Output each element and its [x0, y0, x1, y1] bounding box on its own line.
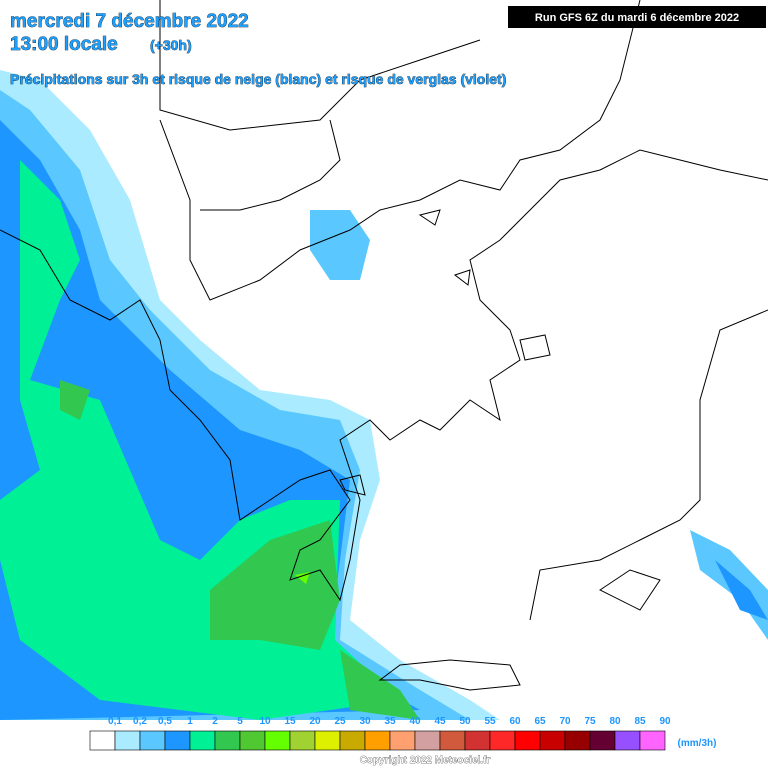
legend-label: 15	[284, 716, 296, 727]
legend-swatch	[464, 730, 491, 751]
legend-swatch	[264, 730, 291, 751]
legend-swatch	[114, 730, 141, 751]
legend-label: 40	[409, 716, 421, 727]
legend-label: 20	[309, 716, 321, 727]
legend-label: 55	[484, 716, 496, 727]
legend-label: 0,1	[108, 716, 122, 727]
legend-label: 45	[434, 716, 446, 727]
legend-swatch	[439, 730, 466, 751]
precipitation	[0, 70, 768, 720]
legend-label: 80	[609, 716, 621, 727]
time: 13:00 locale	[10, 34, 118, 55]
legend-swatch	[639, 730, 666, 751]
copyright: Copyright 2022 Meteociel.fr	[360, 755, 491, 766]
legend-swatch	[389, 730, 416, 751]
legend-label: 2	[212, 716, 218, 727]
offset: (+30h)	[150, 37, 192, 53]
legend-swatch	[314, 730, 341, 751]
legend-swatch	[364, 730, 391, 751]
legend-label: 0,5	[158, 716, 172, 727]
legend-label: 30	[359, 716, 371, 727]
legend-label: 10	[259, 716, 271, 727]
legend-label: 75	[584, 716, 596, 727]
run-info: Run GFS 6Z du mardi 6 décembre 2022	[535, 12, 739, 24]
legend-label: 5	[237, 716, 243, 727]
legend-swatch	[139, 730, 166, 751]
legend-swatch	[239, 730, 266, 751]
legend-swatch	[289, 730, 316, 751]
legend-swatch	[539, 730, 566, 751]
legend-swatch	[589, 730, 616, 751]
legend-swatch	[414, 730, 441, 751]
legend-swatch	[339, 730, 366, 751]
legend-swatch	[564, 730, 591, 751]
legend-label: 0,2	[133, 716, 147, 727]
coastlines-borders	[0, 0, 768, 691]
legend-swatch	[89, 730, 116, 751]
legend-swatch	[514, 730, 541, 751]
legend-label: 65	[534, 716, 546, 727]
legend-unit: (mm/3h)	[678, 738, 717, 749]
run-box	[508, 6, 766, 28]
legend-label: 35	[384, 716, 396, 727]
date: mercredi 7 décembre 2022	[10, 11, 249, 32]
legend-swatch	[214, 730, 241, 751]
legend-swatch	[614, 730, 641, 751]
legend-label: 25	[334, 716, 346, 727]
legend-swatch	[164, 730, 191, 751]
legend-label: 60	[509, 716, 521, 727]
legend-swatch	[189, 730, 216, 751]
legend-label: 50	[459, 716, 471, 727]
legend-label: 90	[659, 716, 671, 727]
legend-label: 85	[634, 716, 646, 727]
legend: 0,1 0,2 0,5 1 2 5 10 15 20 25 30 35 40 45 50 55 60 65 70 75…	[89, 716, 671, 751]
subtitle: Précipitations sur 3h et risque de neige…	[10, 71, 506, 87]
legend-swatch	[489, 730, 516, 751]
legend-label: 1	[187, 716, 193, 727]
legend-label: 70	[559, 716, 571, 727]
